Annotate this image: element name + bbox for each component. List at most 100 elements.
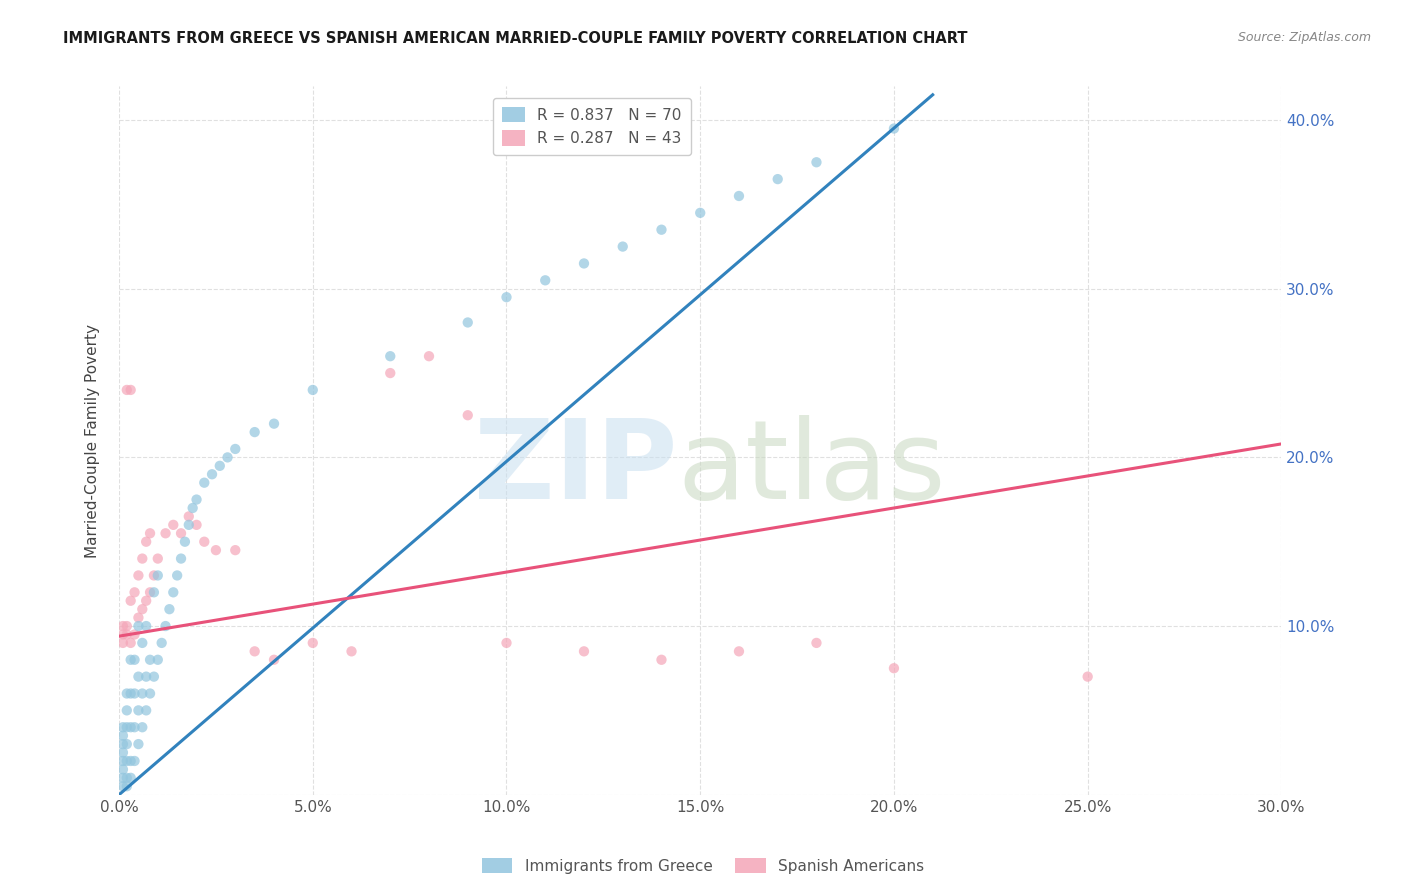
Point [650,653,672,667]
Point [135,593,157,607]
Point [650,223,672,237]
Point [124,653,146,667]
Point [115,754,138,768]
Point [111,729,134,743]
Text: IMMIGRANTS FROM GREECE VS SPANISH AMERICAN MARRIED-COUPLE FAMILY POVERTY CORRELA: IMMIGRANTS FROM GREECE VS SPANISH AMERIC… [63,31,967,46]
Point [457,409,479,423]
Point [115,737,138,751]
Point [124,720,146,734]
Point [806,636,828,650]
Point [124,686,146,700]
Point [170,526,193,541]
Point [111,746,134,760]
Point [380,366,402,380]
Point [127,610,149,624]
Point [115,383,138,397]
Point [131,636,153,650]
Point [201,467,224,482]
Point [115,771,138,785]
Point [111,779,134,793]
Point [111,720,134,734]
Point [186,517,208,532]
Point [883,661,905,675]
Point [120,593,142,607]
Text: Source: ZipAtlas.com: Source: ZipAtlas.com [1237,31,1371,45]
Point [120,636,142,650]
Point [155,619,177,633]
Point [135,619,157,633]
Point [157,602,180,616]
Point [115,720,138,734]
Point [1077,670,1099,684]
Point [115,627,138,641]
Point [111,636,134,650]
Point [131,551,153,566]
Point [193,475,215,490]
Point [340,644,363,658]
Y-axis label: Married-Couple Family Poverty: Married-Couple Family Poverty [86,324,100,558]
Point [612,239,634,253]
Point [131,720,153,734]
Point [120,383,142,397]
Point [115,703,138,717]
Point [131,602,153,616]
Point [146,551,169,566]
Point [457,316,479,330]
Point [115,686,138,700]
Point [120,754,142,768]
Point [127,568,149,582]
Point [142,585,165,599]
Point [111,754,134,768]
Point [728,189,751,203]
Point [766,172,789,186]
Text: ZIP: ZIP [474,416,676,523]
Point [728,644,751,658]
Point [115,619,138,633]
Point [883,121,905,136]
Point [193,534,215,549]
Point [150,636,173,650]
Point [120,771,142,785]
Point [120,653,142,667]
Point [120,720,142,734]
Point [139,526,162,541]
Point [208,458,231,473]
Point [124,585,146,599]
Point [572,644,595,658]
Point [127,737,149,751]
Point [166,568,188,582]
Point [806,155,828,169]
Point [139,585,162,599]
Point [131,686,153,700]
Point [146,653,169,667]
Point [205,543,228,558]
Point [135,703,157,717]
Point [155,526,177,541]
Point [689,206,711,220]
Point [243,425,266,439]
Point [177,517,200,532]
Point [139,653,162,667]
Text: atlas: atlas [676,416,945,523]
Point [111,771,134,785]
Point [115,779,138,793]
Point [146,568,169,582]
Point [120,686,142,700]
Point [127,670,149,684]
Point [111,619,134,633]
Point [127,619,149,633]
Point [572,256,595,270]
Point [224,543,246,558]
Point [135,670,157,684]
Point [162,585,184,599]
Point [380,349,402,363]
Point [418,349,440,363]
Point [495,290,517,304]
Point [142,670,165,684]
Point [111,737,134,751]
Point [174,534,197,549]
Point [170,551,193,566]
Point [124,627,146,641]
Point [111,627,134,641]
Point [263,653,285,667]
